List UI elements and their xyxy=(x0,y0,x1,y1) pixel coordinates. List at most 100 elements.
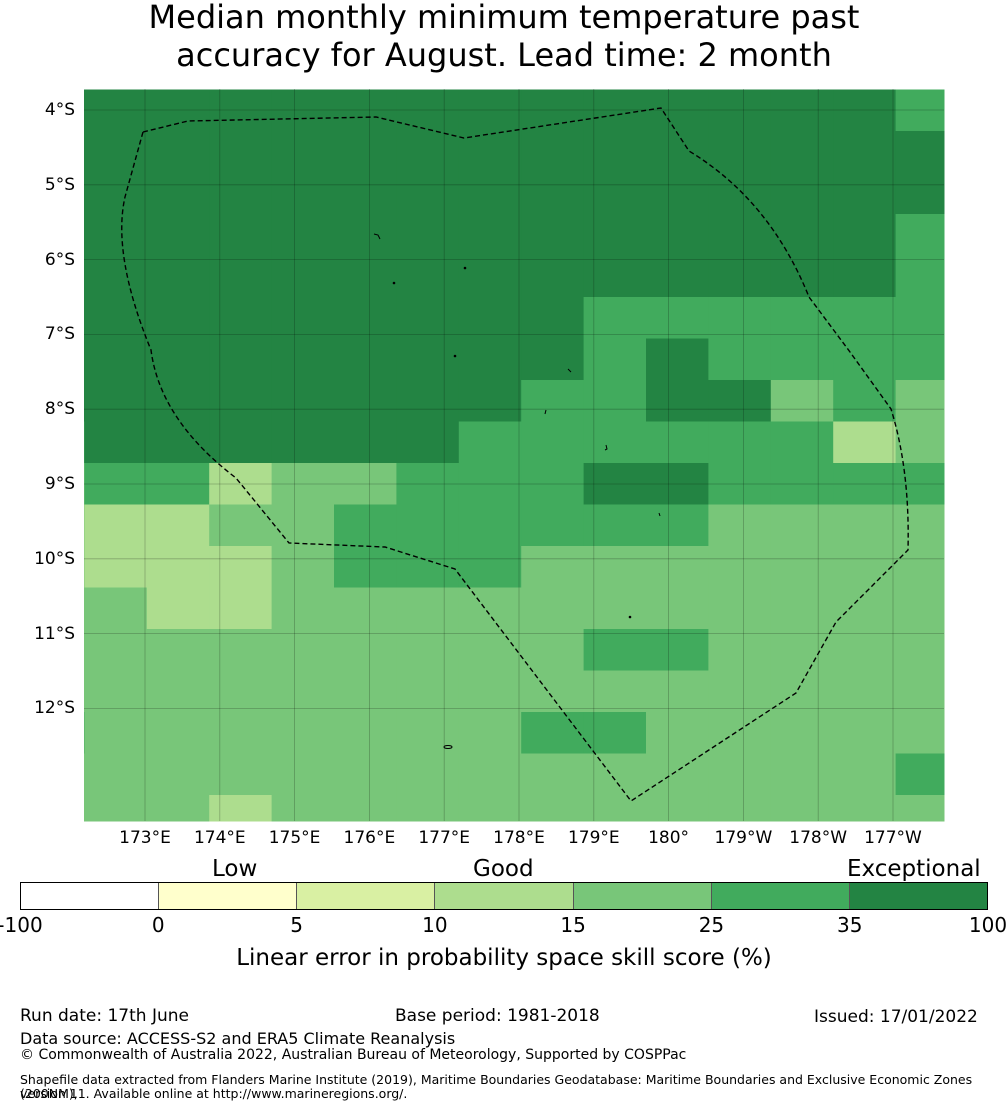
colorbar-segment xyxy=(711,883,850,909)
skill-cell xyxy=(271,380,335,422)
skill-cell xyxy=(833,753,897,796)
skill-cell xyxy=(334,89,397,132)
skill-cell xyxy=(583,504,647,547)
skill-cell xyxy=(708,712,772,754)
skill-cell xyxy=(209,89,273,132)
colorbar-segment xyxy=(159,883,298,909)
skill-cell xyxy=(521,89,585,132)
skill-cell xyxy=(271,421,335,464)
skill-cell xyxy=(334,380,397,422)
skill-cell xyxy=(146,587,210,630)
skill-cell xyxy=(84,795,148,822)
skill-cell xyxy=(334,712,397,754)
colorbar-tick-label: 10 xyxy=(422,913,448,937)
skill-cell xyxy=(396,504,460,547)
skill-cell xyxy=(833,546,897,588)
skill-cell xyxy=(583,587,647,630)
island xyxy=(567,368,572,373)
skill-cell xyxy=(271,712,335,754)
skill-cell xyxy=(521,546,585,588)
skill-cell xyxy=(708,421,772,464)
skill-cell xyxy=(396,463,460,505)
skill-cell xyxy=(770,504,834,547)
skill-cell xyxy=(458,255,522,298)
skill-cell xyxy=(895,380,945,422)
skill-cell xyxy=(396,753,460,796)
skill-cell xyxy=(146,297,210,339)
skill-cell xyxy=(895,546,945,588)
skill-cell xyxy=(209,670,273,713)
skill-cell xyxy=(271,546,335,588)
skill-cell xyxy=(646,629,709,671)
skill-cell xyxy=(396,297,460,339)
skill-cell xyxy=(458,214,522,256)
skill-cell xyxy=(458,131,522,173)
skill-cell xyxy=(84,587,148,630)
skill-cell xyxy=(583,380,647,422)
skill-cell xyxy=(583,297,647,339)
skill-cell xyxy=(646,753,709,796)
copyright: © Commonwealth of Australia 2022, Austra… xyxy=(20,1047,687,1063)
skill-cell xyxy=(84,629,148,671)
skill-cell xyxy=(271,504,335,547)
skill-cell xyxy=(146,214,210,256)
skill-cell xyxy=(84,712,148,754)
skill-cell xyxy=(458,795,522,822)
skill-cell xyxy=(146,421,210,464)
island xyxy=(392,281,396,285)
skill-cell xyxy=(396,629,460,671)
shapefile-credit-line2: version 11. Available online at http://w… xyxy=(20,1086,408,1101)
skill-cell xyxy=(146,670,210,713)
skill-cell xyxy=(271,587,335,630)
skill-cell xyxy=(458,421,522,464)
skill-cell xyxy=(334,670,397,713)
skill-cell xyxy=(895,297,945,339)
skill-cell xyxy=(646,712,709,754)
skill-cell xyxy=(833,504,897,547)
skill-cell xyxy=(583,214,647,256)
skill-cell xyxy=(521,131,585,173)
skill-cell xyxy=(271,670,335,713)
skill-cell xyxy=(458,297,522,339)
skill-cell xyxy=(396,587,460,630)
skill-cell xyxy=(209,753,273,796)
skill-cell xyxy=(521,214,585,256)
skill-cell xyxy=(895,255,945,298)
skill-cell xyxy=(833,338,897,381)
skill-cell xyxy=(396,131,460,173)
colorbar-tick-label: 5 xyxy=(290,913,303,937)
latitude-label: 11°S xyxy=(34,623,75,644)
skill-cell xyxy=(708,380,772,422)
longitude-label: 176°E xyxy=(343,828,396,848)
skill-cell xyxy=(770,795,834,822)
skill-cell xyxy=(770,629,834,671)
skill-cell xyxy=(271,795,335,822)
skill-cell xyxy=(396,421,460,464)
island xyxy=(453,354,457,358)
skill-cell xyxy=(209,504,273,547)
island xyxy=(463,266,467,270)
skill-cell xyxy=(396,255,460,298)
skill-cell xyxy=(396,214,460,256)
skill-cell xyxy=(84,380,148,422)
shapefile-credit-line1: Shapefile data extracted from Flanders M… xyxy=(20,1072,973,1101)
skill-cell xyxy=(458,587,522,630)
skill-cell xyxy=(833,214,897,256)
skill-cell xyxy=(583,89,647,132)
skill-cell xyxy=(209,463,273,505)
skill-cell xyxy=(521,629,585,671)
skill-cell xyxy=(833,712,897,754)
skill-cell xyxy=(84,214,148,256)
skill-cell xyxy=(84,463,148,505)
skill-cell xyxy=(209,255,273,298)
skill-cell xyxy=(770,297,834,339)
skill-cell xyxy=(146,172,210,215)
skill-cell xyxy=(209,795,273,822)
skill-cell xyxy=(646,214,709,256)
skill-cell xyxy=(833,255,897,298)
skill-cell xyxy=(708,131,772,173)
skill-cell xyxy=(895,504,945,547)
skill-cell xyxy=(895,338,945,381)
skill-cell xyxy=(895,670,945,713)
skill-cell xyxy=(708,338,772,381)
